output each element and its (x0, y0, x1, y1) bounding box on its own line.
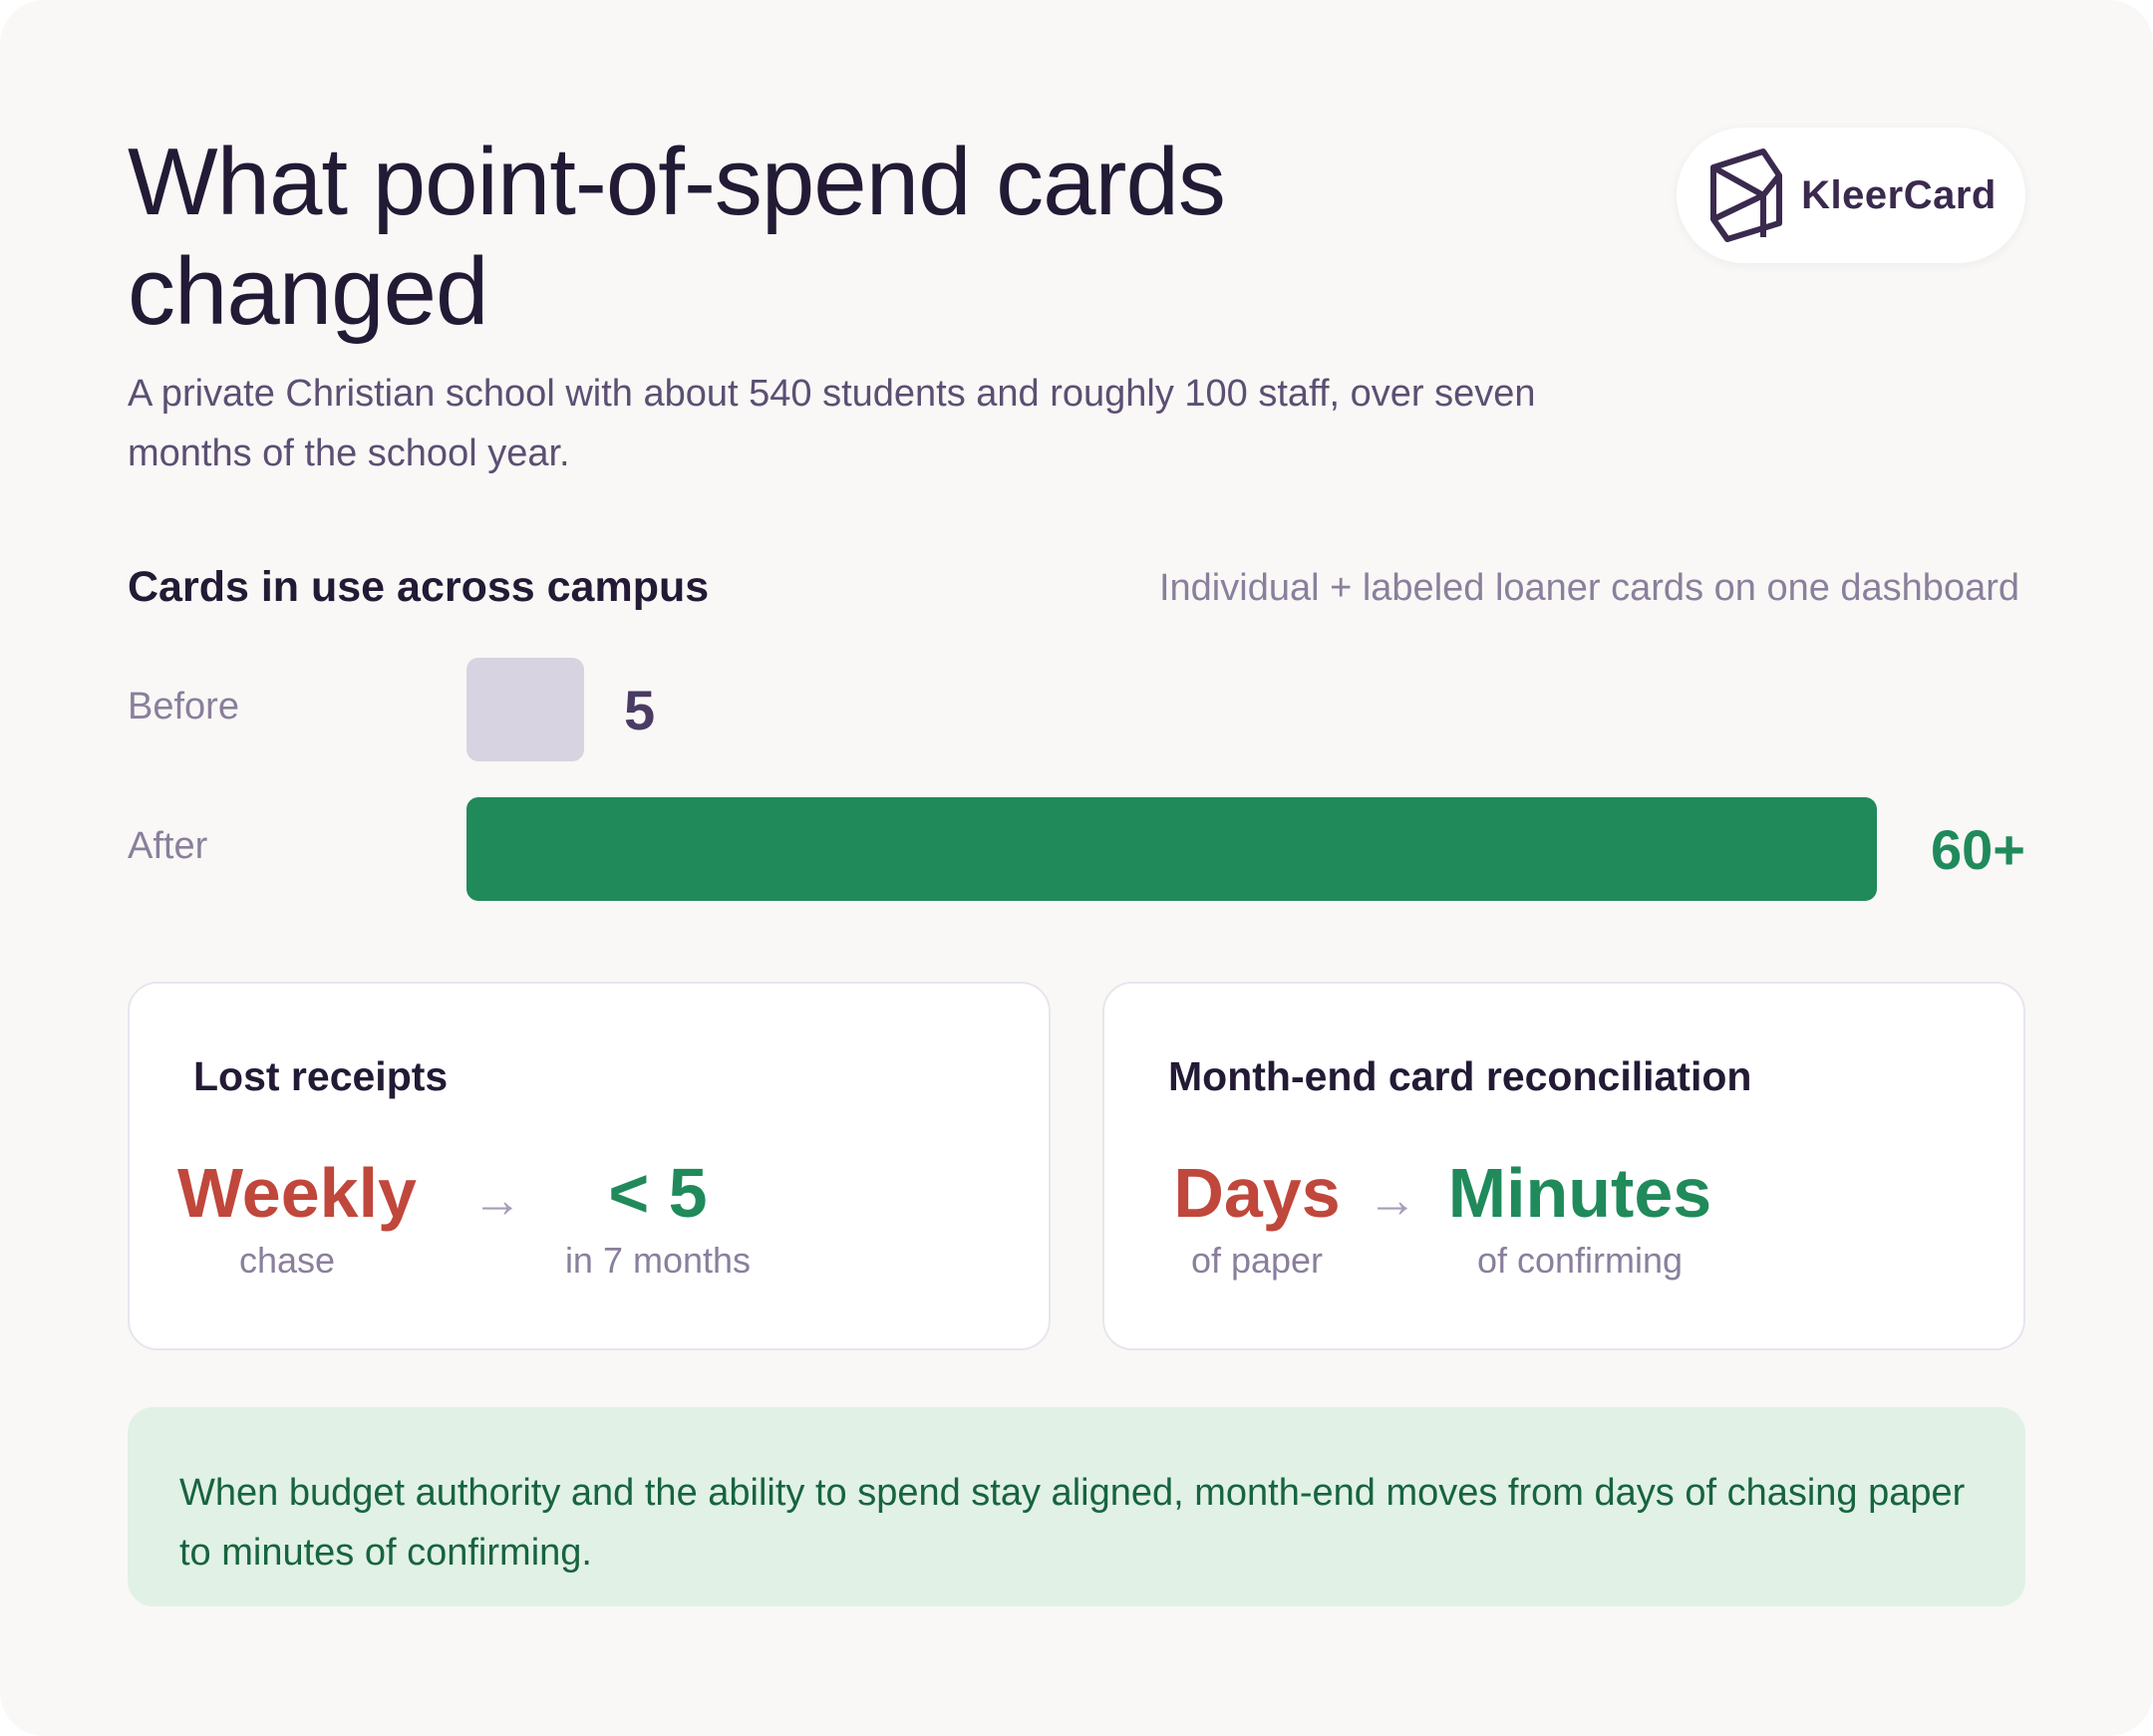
chart-title: Cards in use across campus (128, 563, 710, 611)
page-subtitle: A private Christian school with about 54… (128, 373, 1536, 474)
before-value: Days (1173, 1154, 1341, 1232)
bar-label-after: After (128, 825, 208, 867)
after-value: < 5 (608, 1154, 708, 1232)
before-caption: chase (238, 1240, 336, 1281)
arrow-right-icon: → (1368, 1172, 1417, 1228)
after-metric: Minutes of confirming (1445, 1153, 1714, 1283)
bar-label-before: Before (128, 686, 239, 727)
reconciliation-panel: Month-end card reconciliation Days of pa… (1102, 982, 2025, 1350)
bar-before (466, 658, 584, 761)
after-metric: < 5 in 7 months (538, 1153, 777, 1283)
callout-text: When budget authority and the ability to… (179, 1472, 1966, 1574)
summary-callout: When budget authority and the ability to… (128, 1407, 2025, 1606)
arrow-right-icon: → (472, 1172, 522, 1228)
bar-after (466, 797, 1877, 901)
brand-logo: KleerCard (1677, 128, 2025, 263)
kleercard-logo-icon (1710, 148, 1783, 242)
brand-name: KleerCard (1801, 172, 1997, 217)
page-title: What point-of-spend cards changed (128, 129, 1226, 345)
bar-value-before: 5 (624, 679, 656, 741)
before-caption: of paper (1190, 1240, 1324, 1281)
panel-title: Lost receipts (193, 1053, 449, 1099)
before-metric: Weekly chase (177, 1153, 417, 1283)
after-value: Minutes (1447, 1154, 1712, 1232)
bar-value-after: 60+ (1931, 818, 2025, 881)
before-value: Weekly (177, 1154, 417, 1232)
before-metric: Days of paper (1162, 1153, 1352, 1283)
after-caption: of confirming (1476, 1240, 1684, 1281)
panel-title: Month-end card reconciliation (1168, 1053, 1752, 1099)
lost-receipts-panel: Lost receipts Weekly chase → < 5 in 7 mo… (128, 982, 1051, 1350)
chart-subtitle: Individual + labeled loaner cards on one… (1158, 567, 2019, 609)
after-caption: in 7 months (564, 1240, 752, 1281)
